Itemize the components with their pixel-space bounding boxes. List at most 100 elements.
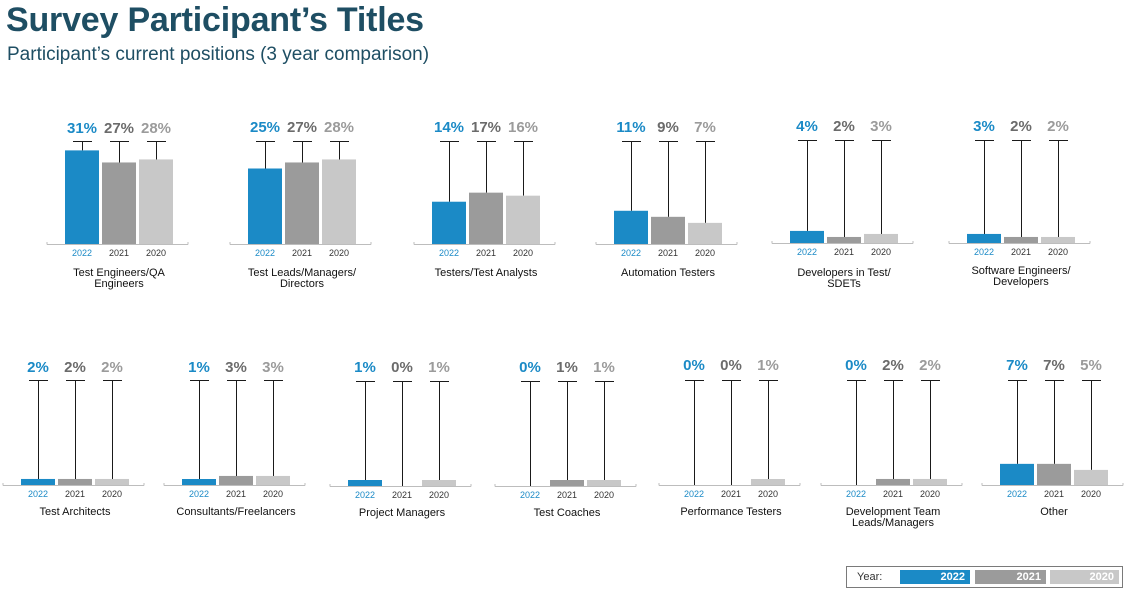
project-managers-bar-2022 [348, 480, 382, 486]
testers-test-analysts-year-label-2021: 2021 [476, 248, 496, 258]
legend-swatch-2022: 2022 [900, 570, 970, 584]
project-managers-value-label-2020: 1% [428, 359, 450, 376]
testers-test-analysts-bar-2021 [469, 192, 503, 244]
automation-testers-value-label-2022: 11% [616, 119, 645, 136]
test-leads-managers-directors-year-label-2021: 2021 [292, 248, 312, 258]
consultants-freelancers-year-label-2022: 2022 [189, 489, 209, 499]
automation-testers-value-label-2021: 9% [657, 119, 679, 136]
project-managers-year-label-2020: 2020 [429, 490, 449, 500]
performance-testers-value-label-2022: 0% [683, 357, 705, 374]
performance-testers-value-label-2020: 1% [757, 357, 779, 374]
developers-in-test-sdets-value-label-2020: 3% [870, 118, 892, 135]
software-engineers-developers-bar-2020 [1041, 236, 1075, 243]
development-team-leads-managers-year-label-2020: 2020 [920, 489, 940, 499]
consultants-freelancers-year-label-2020: 2020 [263, 489, 283, 499]
software-engineers-developers-bar-2022 [967, 233, 1001, 243]
testers-test-analysts-year-label-2022: 2022 [439, 248, 459, 258]
page-title: Survey Participant’s Titles [6, 1, 424, 39]
legend-swatch-2021: 2021 [975, 570, 1046, 584]
consultants-freelancers-category-title-line-1: Consultants/Freelancers [176, 506, 296, 518]
developers-in-test-sdets-year-label-2022: 2022 [797, 247, 817, 257]
test-leads-managers-directors-bar-2022 [248, 168, 282, 244]
chart-legend: Year: 2022 2021 2020 [846, 566, 1123, 588]
project-managers-category-title-line-1: Project Managers [359, 507, 446, 519]
test-engineers-qa-engineers-value-label-2020: 28% [141, 120, 171, 137]
test-engineers-qa-engineers-year-label-2020: 2020 [146, 248, 166, 258]
test-leads-managers-directors-value-label-2022: 25% [250, 119, 280, 136]
consultants-freelancers-value-label-2020: 3% [262, 359, 284, 376]
test-coaches-year-label-2021: 2021 [557, 490, 577, 500]
legend-label: Year: [857, 571, 883, 583]
automation-testers-year-label-2022: 2022 [621, 248, 641, 258]
test-architects-year-label-2022: 2022 [28, 489, 48, 499]
automation-testers-bar-2020 [688, 222, 722, 244]
development-team-leads-managers-value-label-2020: 2% [919, 357, 941, 374]
other-value-label-2022: 7% [1006, 357, 1028, 374]
test-architects-value-label-2020: 2% [101, 359, 123, 376]
development-team-leads-managers-value-label-2022: 0% [845, 357, 867, 374]
test-coaches-value-label-2022: 0% [519, 359, 541, 376]
software-engineers-developers-value-label-2021: 2% [1010, 118, 1032, 135]
test-engineers-qa-engineers-value-label-2021: 27% [104, 120, 134, 137]
software-engineers-developers-bar-2021 [1004, 236, 1038, 243]
project-managers-year-label-2022: 2022 [355, 490, 375, 500]
automation-testers-category-title-line-1: Automation Testers [621, 267, 715, 279]
page-subtitle: Participant’s current positions (3 year … [7, 44, 430, 65]
project-managers-year-label-2021: 2021 [392, 490, 412, 500]
testers-test-analysts-value-label-2021: 17% [471, 119, 501, 136]
test-coaches-bar-2021 [550, 480, 584, 486]
development-team-leads-managers-category-title-line-1: Development Team [846, 506, 941, 518]
test-leads-managers-directors-bar-2021 [285, 162, 319, 244]
software-engineers-developers-value-label-2020: 2% [1047, 118, 1069, 135]
testers-test-analysts-value-label-2020: 16% [508, 119, 538, 136]
automation-testers-bar-2021 [651, 216, 685, 244]
automation-testers-year-label-2020: 2020 [695, 248, 715, 258]
project-managers-value-label-2021: 0% [391, 359, 413, 376]
developers-in-test-sdets-category-title-line-2: SDETs [827, 278, 861, 290]
other-value-label-2021: 7% [1043, 357, 1065, 374]
test-coaches-year-label-2022: 2022 [520, 490, 540, 500]
developers-in-test-sdets-bar-2022 [790, 230, 824, 243]
test-architects-bar-2021 [58, 478, 92, 485]
consultants-freelancers-bar-2022 [182, 479, 216, 485]
test-architects-bar-2022 [21, 478, 55, 485]
automation-testers-year-label-2021: 2021 [658, 248, 678, 258]
test-leads-managers-directors-category-title-line-2: Directors [280, 278, 325, 290]
test-engineers-qa-engineers-bar-2021 [102, 162, 136, 244]
performance-testers-value-label-2021: 0% [720, 357, 742, 374]
project-managers-bar-2020 [422, 480, 456, 486]
testers-test-analysts-year-label-2020: 2020 [513, 248, 533, 258]
test-architects-year-label-2021: 2021 [65, 489, 85, 499]
consultants-freelancers-bar-2021 [219, 475, 253, 485]
test-engineers-qa-engineers-category-title-line-2: Engineers [94, 278, 144, 290]
developers-in-test-sdets-bar-2020 [864, 233, 898, 243]
test-coaches-value-label-2020: 1% [593, 359, 615, 376]
consultants-freelancers-bar-2020 [256, 475, 290, 485]
test-engineers-qa-engineers-bar-2022 [65, 150, 99, 244]
automation-testers-value-label-2020: 7% [694, 119, 716, 136]
test-coaches-year-label-2020: 2020 [594, 490, 614, 500]
project-managers-value-label-2022: 1% [354, 359, 376, 376]
test-architects-category-title-line-1: Test Architects [40, 506, 111, 518]
developers-in-test-sdets-value-label-2021: 2% [833, 118, 855, 135]
test-engineers-qa-engineers-value-label-2022: 31% [67, 120, 97, 137]
testers-test-analysts-bar-2022 [432, 201, 466, 244]
other-bar-2021 [1037, 463, 1071, 485]
performance-testers-year-label-2020: 2020 [758, 489, 778, 499]
test-engineers-qa-engineers-bar-2020 [139, 159, 173, 244]
other-bar-2020 [1074, 469, 1108, 485]
developers-in-test-sdets-year-label-2020: 2020 [871, 247, 891, 257]
development-team-leads-managers-category-title-line-2: Leads/Managers [852, 517, 934, 529]
software-engineers-developers-year-label-2020: 2020 [1048, 247, 1068, 257]
test-engineers-qa-engineers-category-title-line-1: Test Engineers/QA [73, 267, 165, 279]
software-engineers-developers-category-title-line-2: Developers [993, 276, 1049, 288]
test-leads-managers-directors-bar-2020 [322, 159, 356, 244]
testers-test-analysts-bar-2020 [506, 195, 540, 244]
development-team-leads-managers-year-label-2022: 2022 [846, 489, 866, 499]
consultants-freelancers-year-label-2021: 2021 [226, 489, 246, 499]
legend-swatch-2020: 2020 [1050, 570, 1119, 584]
development-team-leads-managers-bar-2020 [913, 478, 947, 485]
test-architects-bar-2020 [95, 478, 129, 485]
software-engineers-developers-value-label-2022: 3% [973, 118, 995, 135]
